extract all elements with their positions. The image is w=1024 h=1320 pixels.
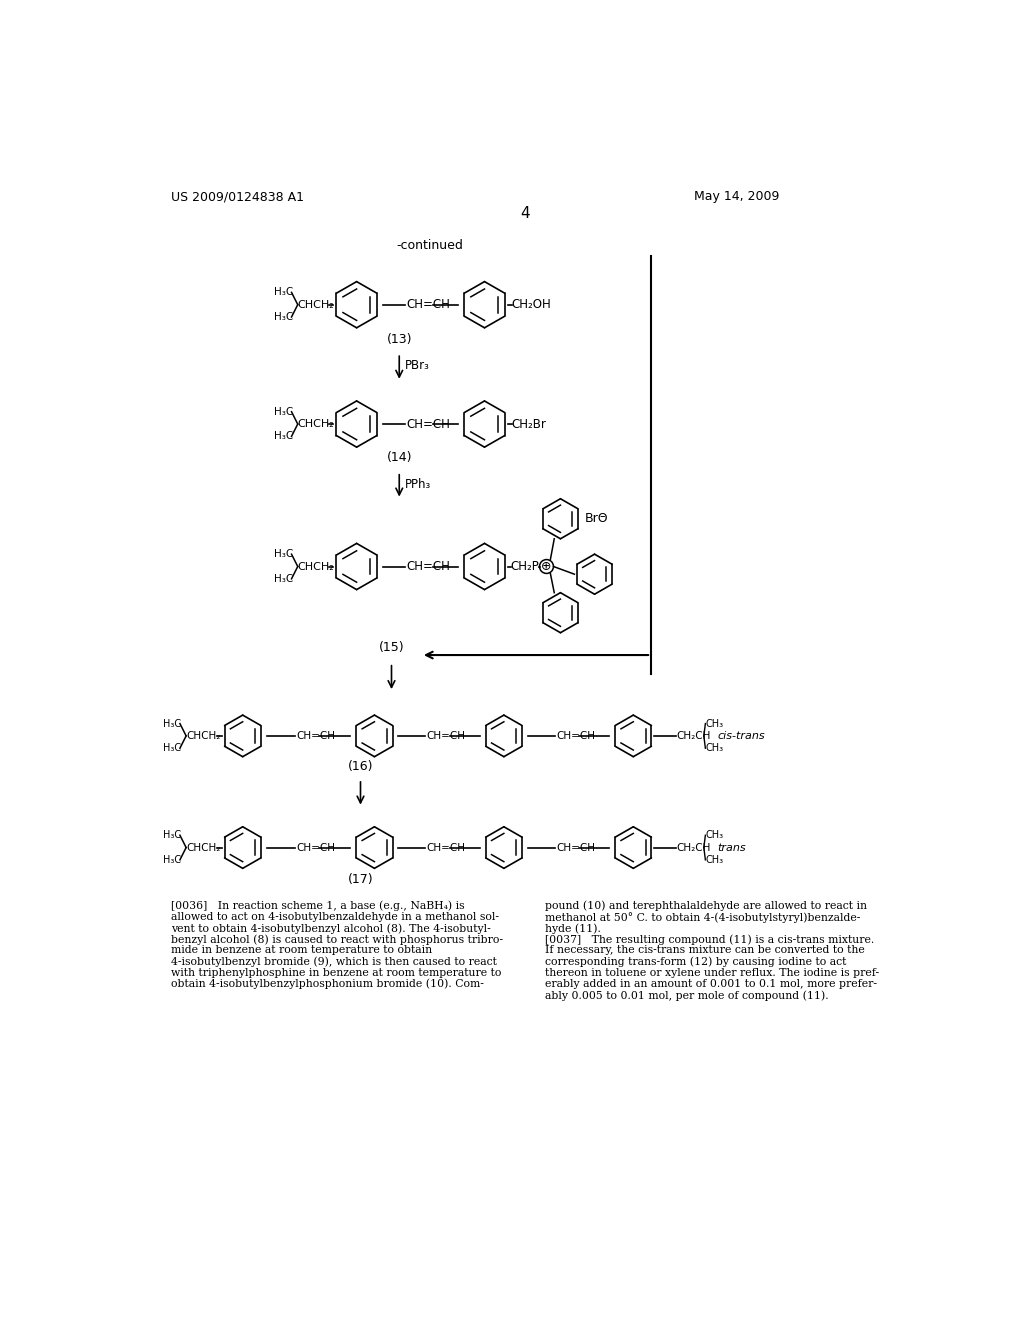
- Text: H₃C: H₃C: [274, 312, 294, 322]
- Text: CH₂CH: CH₂CH: [676, 842, 711, 853]
- Text: (13): (13): [386, 333, 412, 346]
- Text: (16): (16): [348, 760, 374, 774]
- Text: vent to obtain 4-isobutylbenzyl alcohol (8). The 4-isobutyl-: vent to obtain 4-isobutylbenzyl alcohol …: [171, 923, 490, 933]
- Text: May 14, 2009: May 14, 2009: [693, 190, 779, 203]
- Text: H₃C: H₃C: [163, 718, 181, 729]
- Text: CH=CH: CH=CH: [296, 731, 335, 741]
- Text: methanol at 50° C. to obtain 4-(4-isobutylstyryl)benzalde-: methanol at 50° C. to obtain 4-(4-isobut…: [545, 912, 860, 923]
- Text: CHCH₂: CHCH₂: [186, 731, 220, 741]
- Text: BrΘ: BrΘ: [585, 512, 608, 525]
- Text: CH₂P: CH₂P: [511, 560, 540, 573]
- Text: CH=CH: CH=CH: [556, 842, 595, 853]
- Text: allowed to act on 4-isobutylbenzaldehyde in a methanol sol-: allowed to act on 4-isobutylbenzaldehyde…: [171, 912, 499, 921]
- Text: CH₃: CH₃: [706, 855, 724, 865]
- Text: mide in benzene at room temperature to obtain: mide in benzene at room temperature to o…: [171, 945, 432, 956]
- Text: CH₃: CH₃: [706, 718, 724, 729]
- Text: CHCH₂: CHCH₂: [298, 418, 335, 429]
- Text: cis-trans: cis-trans: [717, 731, 765, 741]
- Text: H₃C: H₃C: [274, 432, 294, 441]
- Text: 4: 4: [520, 206, 529, 222]
- Text: CHCH₂: CHCH₂: [298, 300, 335, 310]
- Text: CH=CH: CH=CH: [407, 298, 451, 312]
- Text: (14): (14): [386, 450, 412, 463]
- Text: CH=CH: CH=CH: [556, 731, 595, 741]
- Text: H₃C: H₃C: [274, 549, 294, 560]
- Text: CH=CH: CH=CH: [296, 842, 335, 853]
- Text: US 2009/0124838 A1: US 2009/0124838 A1: [171, 190, 304, 203]
- Text: CH₂CH: CH₂CH: [676, 731, 711, 741]
- Text: benzyl alcohol (8) is caused to react with phosphorus tribro-: benzyl alcohol (8) is caused to react wi…: [171, 935, 503, 945]
- Text: pound (10) and terephthalaldehyde are allowed to react in: pound (10) and terephthalaldehyde are al…: [545, 900, 867, 911]
- Text: ⊕: ⊕: [542, 560, 552, 573]
- Text: CH₃: CH₃: [706, 743, 724, 754]
- Text: with triphenylphosphine in benzene at room temperature to: with triphenylphosphine in benzene at ro…: [171, 968, 501, 978]
- Text: H₃C: H₃C: [163, 855, 181, 865]
- Text: corresponding trans-form (12) by causing iodine to act: corresponding trans-form (12) by causing…: [545, 957, 846, 968]
- Text: H₃C: H₃C: [163, 743, 181, 754]
- Text: [0037]   The resulting compound (11) is a cis-trans mixture.: [0037] The resulting compound (11) is a …: [545, 935, 874, 945]
- Text: (15): (15): [379, 640, 404, 653]
- Text: CHCH₂: CHCH₂: [186, 842, 220, 853]
- Text: obtain 4-isobutylbenzylphosphonium bromide (10). Com-: obtain 4-isobutylbenzylphosphonium bromi…: [171, 979, 483, 990]
- Text: CH₂Br: CH₂Br: [512, 417, 547, 430]
- Text: trans: trans: [717, 842, 745, 853]
- Text: If necessary, the cis-trans mixture can be converted to the: If necessary, the cis-trans mixture can …: [545, 945, 864, 956]
- Text: PBr₃: PBr₃: [404, 359, 429, 372]
- Text: 4-isobutylbenzyl bromide (9), which is then caused to react: 4-isobutylbenzyl bromide (9), which is t…: [171, 957, 497, 968]
- Text: H₃C: H₃C: [274, 574, 294, 583]
- Text: [0036]   In reaction scheme 1, a base (e.g., NaBH₄) is: [0036] In reaction scheme 1, a base (e.g…: [171, 900, 464, 911]
- Text: CH=CH: CH=CH: [407, 417, 451, 430]
- Text: erably added in an amount of 0.001 to 0.1 mol, more prefer-: erably added in an amount of 0.001 to 0.…: [545, 979, 877, 989]
- Text: PPh₃: PPh₃: [404, 478, 431, 491]
- Text: CH=CH: CH=CH: [407, 560, 451, 573]
- Text: thereon in toluene or xylene under reflux. The iodine is pref-: thereon in toluene or xylene under reflu…: [545, 968, 879, 978]
- Text: hyde (11).: hyde (11).: [545, 923, 601, 933]
- Text: H₃C: H₃C: [163, 830, 181, 841]
- Text: ably 0.005 to 0.01 mol, per mole of compound (11).: ably 0.005 to 0.01 mol, per mole of comp…: [545, 990, 828, 1001]
- Text: CH₂OH: CH₂OH: [512, 298, 551, 312]
- Text: H₃C: H₃C: [274, 407, 294, 417]
- Text: CHCH₂: CHCH₂: [298, 561, 335, 572]
- Text: -continued: -continued: [397, 239, 464, 252]
- Text: CH=CH: CH=CH: [427, 731, 466, 741]
- Text: CH₃: CH₃: [706, 830, 724, 841]
- Text: (17): (17): [348, 874, 374, 887]
- Text: CH=CH: CH=CH: [427, 842, 466, 853]
- Text: H₃C: H₃C: [274, 288, 294, 297]
